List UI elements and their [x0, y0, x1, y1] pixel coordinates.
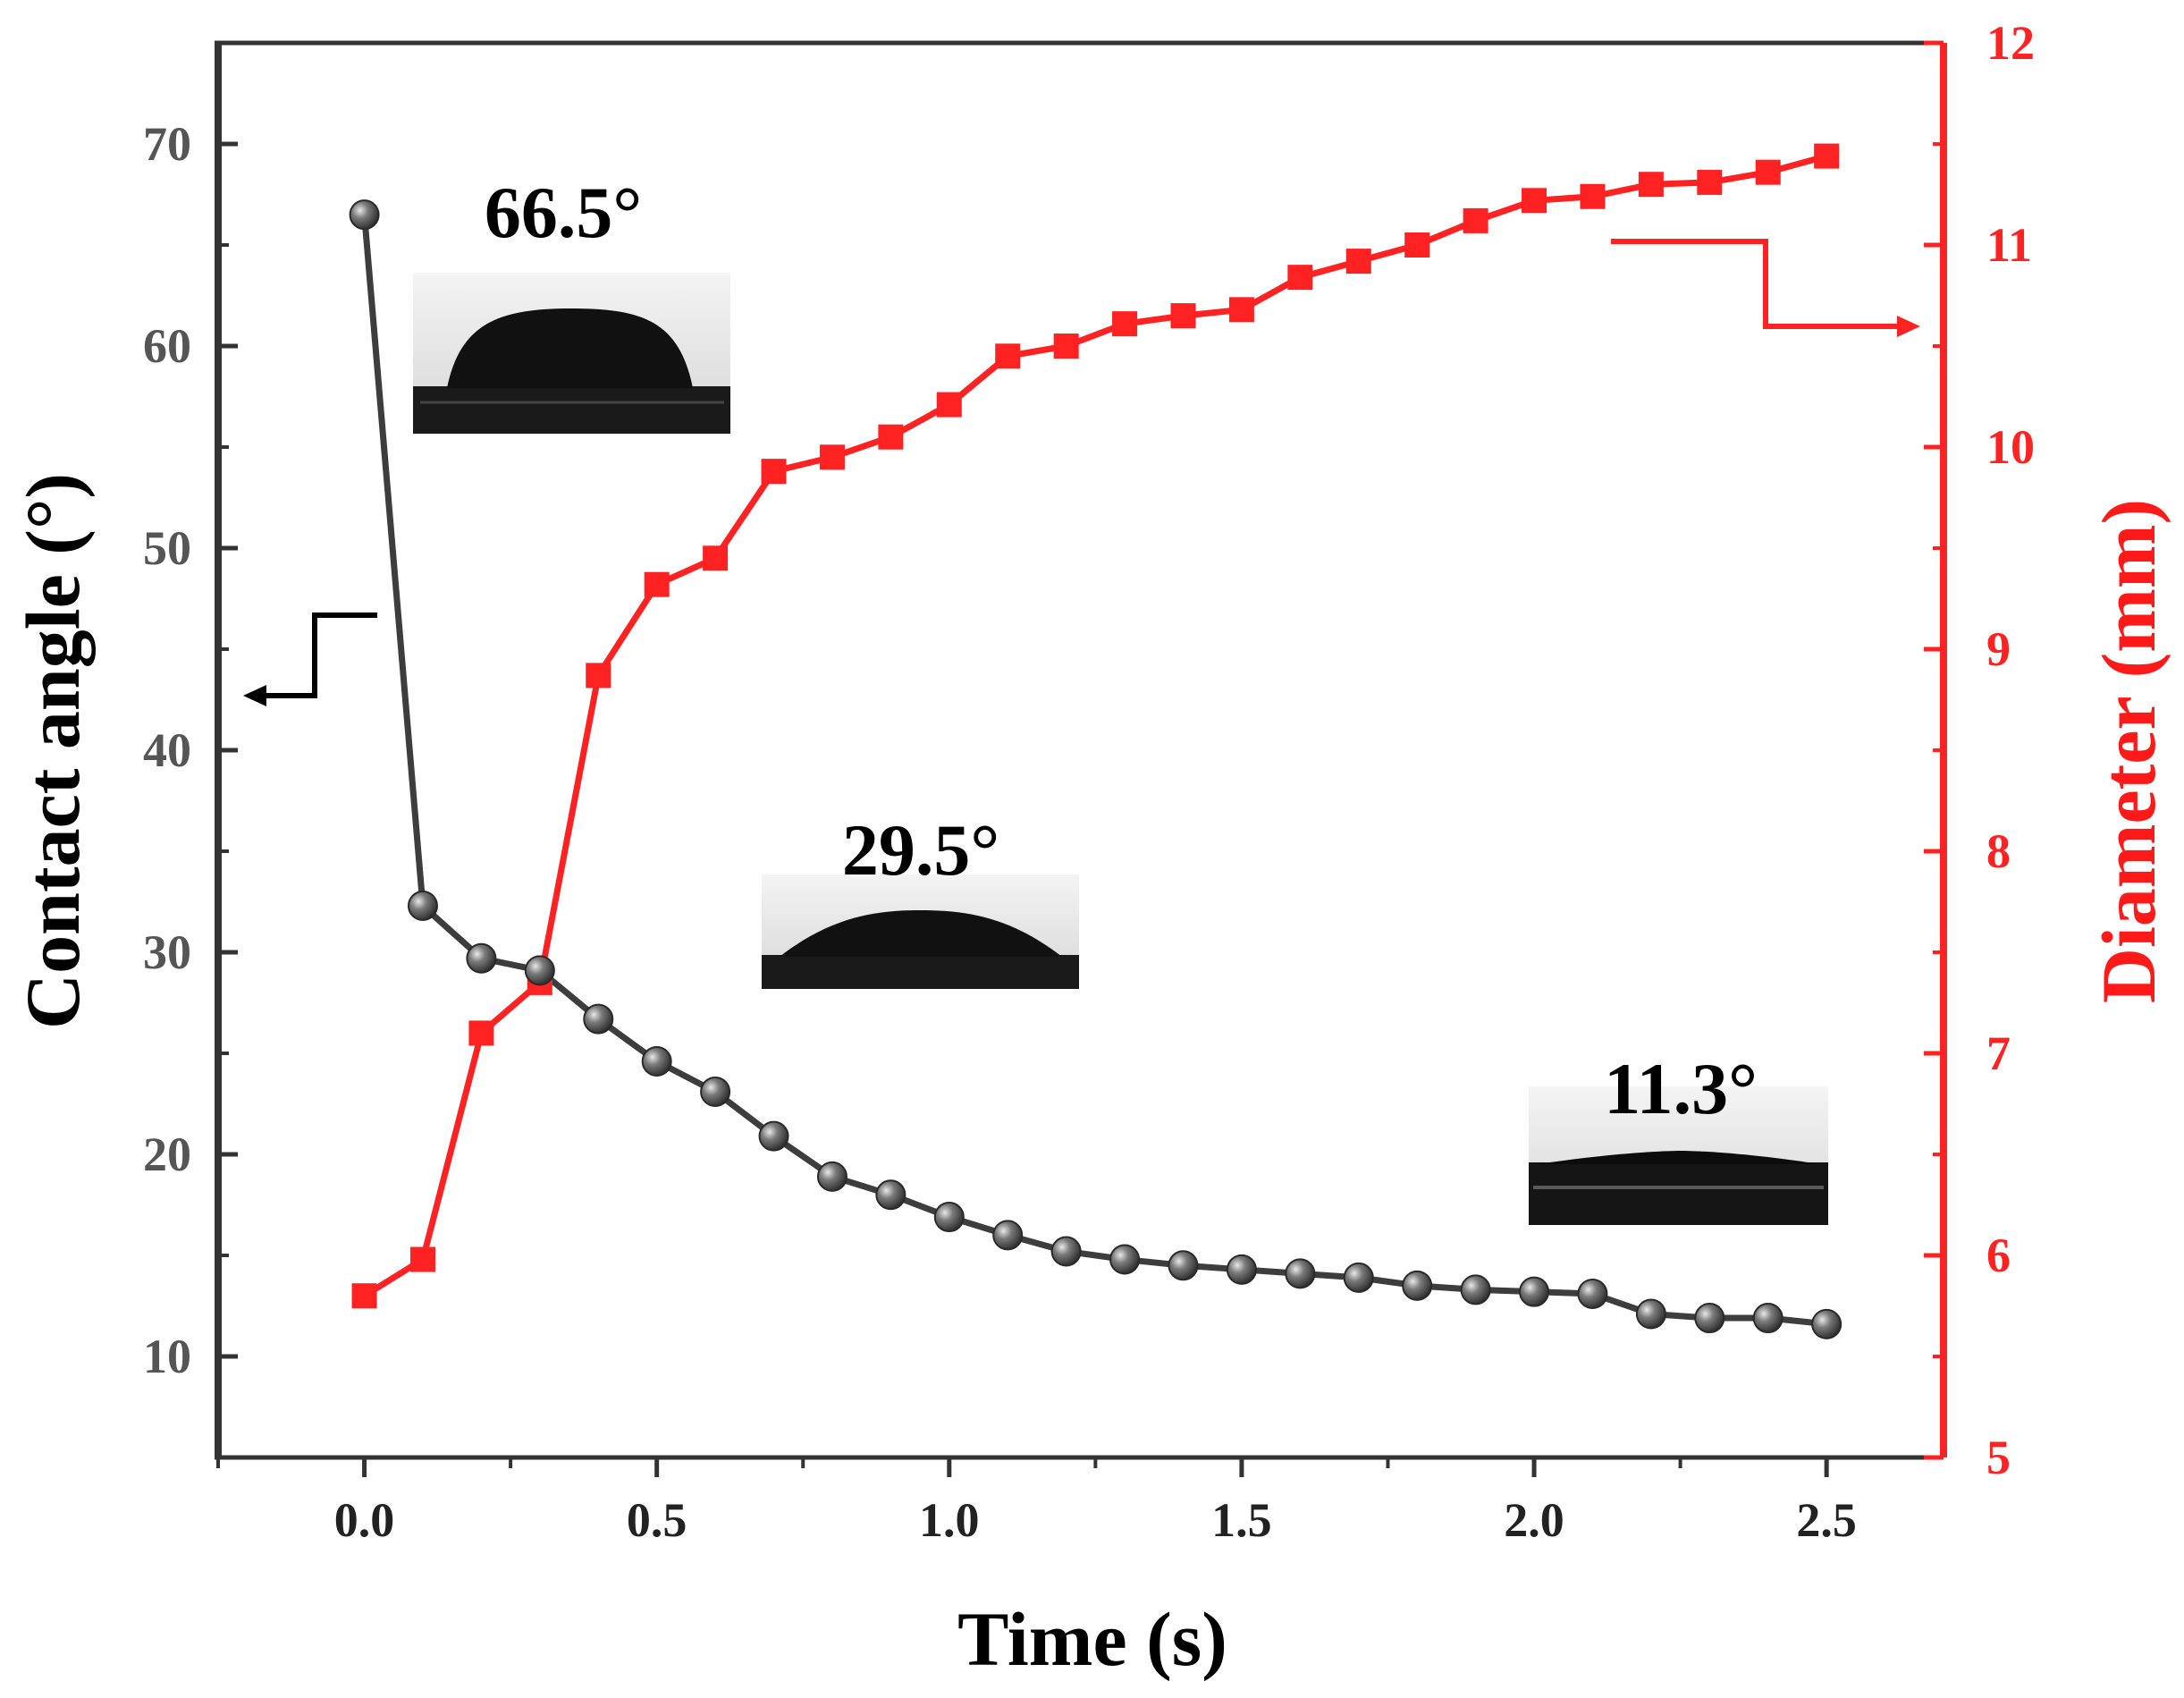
diameter-point — [1053, 334, 1079, 359]
contact-angle-point — [700, 1076, 731, 1107]
contact-angle-point — [349, 199, 380, 231]
contact-angle-point — [992, 1220, 1024, 1251]
diameter-point — [1814, 143, 1840, 169]
y-right-tick-label: 9 — [1986, 622, 2011, 676]
y-right-tick-label: 10 — [1986, 420, 2035, 474]
diameter-point — [1228, 297, 1254, 323]
y-right-tick-label: 6 — [1986, 1229, 2011, 1282]
y-left-tick-label: 60 — [143, 319, 191, 373]
contact-angle-point — [407, 891, 438, 922]
x-tick-label: 0.0 — [334, 1493, 395, 1547]
diameter-point — [1287, 265, 1313, 291]
annotation-29-5: 29.5° — [842, 809, 999, 891]
annotation-11-3: 11.3° — [1604, 1048, 1758, 1129]
diameter-point — [1638, 172, 1664, 198]
diameter-point — [1580, 183, 1606, 209]
diameter-point — [1522, 188, 1547, 214]
y-left-tick-label: 50 — [143, 521, 191, 575]
diameter-point — [586, 663, 611, 688]
x-tick-label: 0.5 — [627, 1493, 687, 1547]
x-axis-title: Time (s) — [957, 1596, 1227, 1682]
y-left-tick-label: 40 — [143, 723, 191, 777]
contact-angle-point — [466, 942, 497, 974]
contact-angle-point — [524, 955, 555, 986]
contact-angle-point — [1050, 1236, 1082, 1267]
diameter-point — [1112, 311, 1138, 337]
y-right-tick-label: 7 — [1986, 1026, 2011, 1080]
contact-angle-point — [1168, 1250, 1199, 1281]
y-left-tick-label: 10 — [143, 1330, 191, 1383]
diameter-point — [1170, 303, 1196, 329]
droplet-image-1 — [413, 273, 730, 434]
droplet-image-2 — [762, 874, 1079, 989]
contact-angle-point — [1109, 1244, 1141, 1275]
x-tick-label: 2.5 — [1796, 1493, 1857, 1547]
diameter-point — [703, 545, 729, 571]
x-tick-label: 1.5 — [1211, 1493, 1272, 1547]
diameter-point — [878, 424, 904, 450]
diameter-point — [468, 1020, 494, 1046]
contact-angle-point — [816, 1161, 847, 1192]
contact-angle-point — [1343, 1262, 1374, 1293]
diameter-point — [351, 1283, 377, 1309]
contact-angle-point — [1460, 1274, 1491, 1305]
y-right-tick-label: 8 — [1986, 824, 2011, 878]
diameter-point — [644, 571, 670, 597]
contact-angle-point — [1752, 1303, 1783, 1334]
left-axis-indicator-arrow — [243, 612, 377, 706]
y-left-tick-label: 30 — [143, 925, 191, 979]
contact-angle-point — [758, 1120, 789, 1152]
diameter-point — [1697, 169, 1723, 195]
contact-angle-point — [1635, 1298, 1666, 1330]
diameter-point — [819, 444, 845, 470]
contact-angle-point — [1577, 1278, 1608, 1309]
contact-angle-point — [1694, 1303, 1725, 1334]
y-right-axis-title: Diameter (mm) — [2086, 499, 2171, 1003]
droplet-image-3 — [1529, 1086, 1828, 1225]
diameter-point — [409, 1246, 435, 1272]
contact-angle-point — [1519, 1276, 1550, 1307]
diameter-point — [1345, 249, 1371, 275]
y-right-tick-label: 11 — [1986, 218, 2032, 272]
x-tick-label: 1.0 — [919, 1493, 980, 1547]
y-left-tick-label: 70 — [143, 117, 191, 171]
contact-angle-point — [641, 1046, 672, 1077]
diameter-point — [1755, 159, 1781, 185]
diameter-point — [995, 343, 1021, 369]
contact-angle-point — [1811, 1308, 1842, 1339]
diameter-point — [936, 392, 962, 418]
contact-angle-point — [1402, 1270, 1433, 1301]
diameter-point — [761, 459, 787, 485]
y-left-tick-label: 20 — [143, 1128, 191, 1181]
y-right-tick-label: 12 — [1986, 16, 2035, 70]
contact-angle-point — [1226, 1254, 1257, 1285]
contact-angle-point — [875, 1179, 906, 1211]
contact-angle-point — [583, 1003, 614, 1035]
diameter-point — [1463, 207, 1488, 233]
contact-angle-point — [1285, 1258, 1316, 1289]
annotation-66-5: 66.5° — [485, 172, 642, 253]
diameter-point — [1404, 232, 1430, 258]
y-left-axis-title: Contact angle (°) — [10, 473, 96, 1029]
right-axis-indicator-arrow — [1611, 239, 1920, 337]
y-right-tick-label: 5 — [1986, 1431, 2011, 1484]
contact-angle-point — [933, 1202, 965, 1233]
x-tick-label: 2.0 — [1504, 1493, 1564, 1547]
